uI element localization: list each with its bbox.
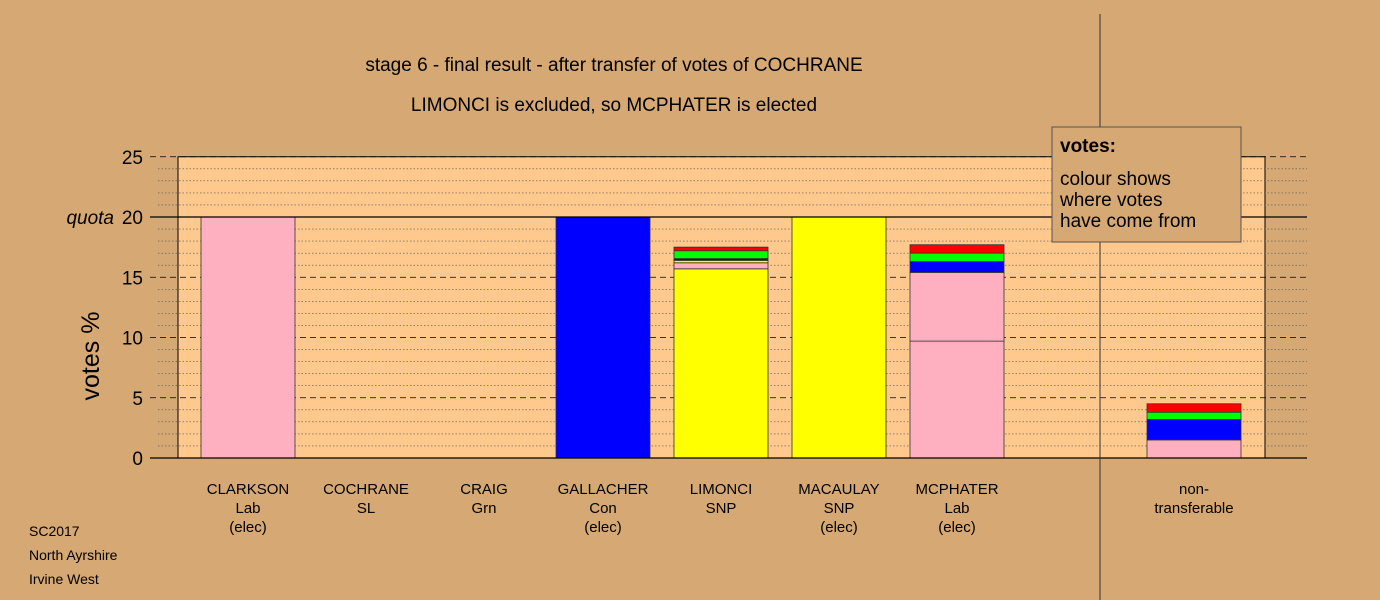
bar-segment bbox=[200, 216, 296, 459]
category-label: Grn bbox=[471, 500, 496, 517]
category-label: SNP bbox=[706, 500, 737, 517]
legend-line: colour shows bbox=[1060, 169, 1171, 190]
category-label: (elec) bbox=[584, 519, 622, 536]
category-label: GALLACHER bbox=[558, 481, 649, 498]
bar-segment bbox=[673, 250, 769, 259]
y-axis-label: votes % bbox=[77, 312, 105, 401]
bar-segment bbox=[673, 268, 769, 459]
category-label: non- bbox=[1179, 481, 1209, 498]
category-label: Lab bbox=[235, 500, 260, 517]
y-tick-label: 15 bbox=[122, 268, 143, 289]
chart-title: stage 6 - final result - after transfer … bbox=[365, 55, 862, 76]
bar-segment bbox=[909, 261, 1005, 273]
legend-box bbox=[1051, 126, 1242, 243]
quota-label: quota bbox=[66, 208, 114, 229]
bar-segment bbox=[1146, 439, 1242, 459]
y-tick-label: 25 bbox=[122, 148, 143, 169]
bar-segment bbox=[555, 216, 651, 459]
category-label: COCHRANE bbox=[323, 481, 409, 498]
category-label: CRAIG bbox=[460, 481, 508, 498]
bar-segment bbox=[909, 272, 1005, 342]
category-label: (elec) bbox=[229, 519, 267, 536]
bar-segment bbox=[673, 246, 769, 252]
legend: votes: colour shows where votes have com… bbox=[1051, 126, 1242, 243]
category-label: transferable bbox=[1154, 500, 1233, 517]
category-label: SL bbox=[357, 500, 375, 517]
category-label: MCPHATER bbox=[915, 481, 998, 498]
category-label: Con bbox=[589, 500, 617, 517]
bar-segment bbox=[673, 262, 769, 270]
bar-segment bbox=[1146, 403, 1242, 413]
category-label: CLARKSON bbox=[207, 481, 290, 498]
category-labels: CLARKSON Lab (elec) COCHRANE SL CRAIG Grn GALLA… bbox=[207, 481, 1234, 536]
category-label: (elec) bbox=[820, 519, 858, 536]
legend-line: where votes bbox=[1059, 190, 1162, 211]
y-tick-label: 10 bbox=[122, 329, 143, 350]
bar-segment bbox=[1146, 419, 1242, 441]
category-label: (elec) bbox=[938, 519, 976, 536]
chart-subtitle: LIMONCI is excluded, so MCPHATER is elec… bbox=[411, 95, 817, 116]
footer-ward: Irvine West bbox=[29, 571, 99, 587]
bar-segment bbox=[909, 244, 1005, 254]
category-label: LIMONCI bbox=[690, 481, 753, 498]
bar-segment bbox=[1146, 411, 1242, 420]
category-label: MACAULAY bbox=[798, 481, 879, 498]
category-label: Lab bbox=[944, 500, 969, 517]
y-tick-label: 0 bbox=[132, 449, 143, 470]
footer-council: North Ayrshire bbox=[29, 547, 118, 563]
legend-line: have come from bbox=[1060, 211, 1196, 232]
y-tick-label: 5 bbox=[132, 389, 143, 410]
legend-title: votes: bbox=[1060, 136, 1116, 157]
bar-segment bbox=[791, 216, 887, 459]
y-tick-label: 20 bbox=[122, 208, 143, 229]
bar-segment bbox=[909, 252, 1005, 262]
footer-election: SC2017 bbox=[29, 523, 80, 539]
bar-segment bbox=[909, 340, 1005, 459]
category-label: SNP bbox=[824, 500, 855, 517]
